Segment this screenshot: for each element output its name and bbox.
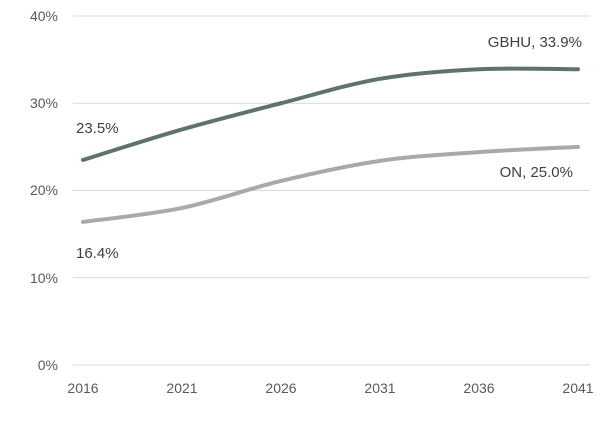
y-axis-tick-label: 30%	[29, 95, 58, 111]
x-axis-tick-label: 2016	[67, 380, 99, 396]
series-line-on	[81, 144, 580, 224]
series-line-gbhu	[81, 66, 580, 162]
y-axis-tick-label: 10%	[29, 270, 58, 286]
series-end-label-gbhu: GBHU, 33.9%	[487, 34, 582, 51]
x-axis-tick-label: 2026	[265, 380, 297, 396]
y-axis-tick-label: 0%	[37, 357, 58, 373]
y-axis-tick-label: 40%	[29, 8, 58, 24]
series-end-label-on: ON, 25.0%	[499, 164, 573, 181]
x-axis-tick-label: 2036	[463, 380, 495, 396]
x-axis-tick-label: 2041	[562, 380, 594, 396]
x-axis-tick-label: 2021	[166, 380, 198, 396]
y-axis-tick-label: 20%	[29, 182, 58, 198]
series-start-label-gbhu: 23.5%	[76, 120, 119, 137]
x-axis-tick-label: 2031	[364, 380, 396, 396]
series-start-label-on: 16.4%	[76, 245, 119, 262]
